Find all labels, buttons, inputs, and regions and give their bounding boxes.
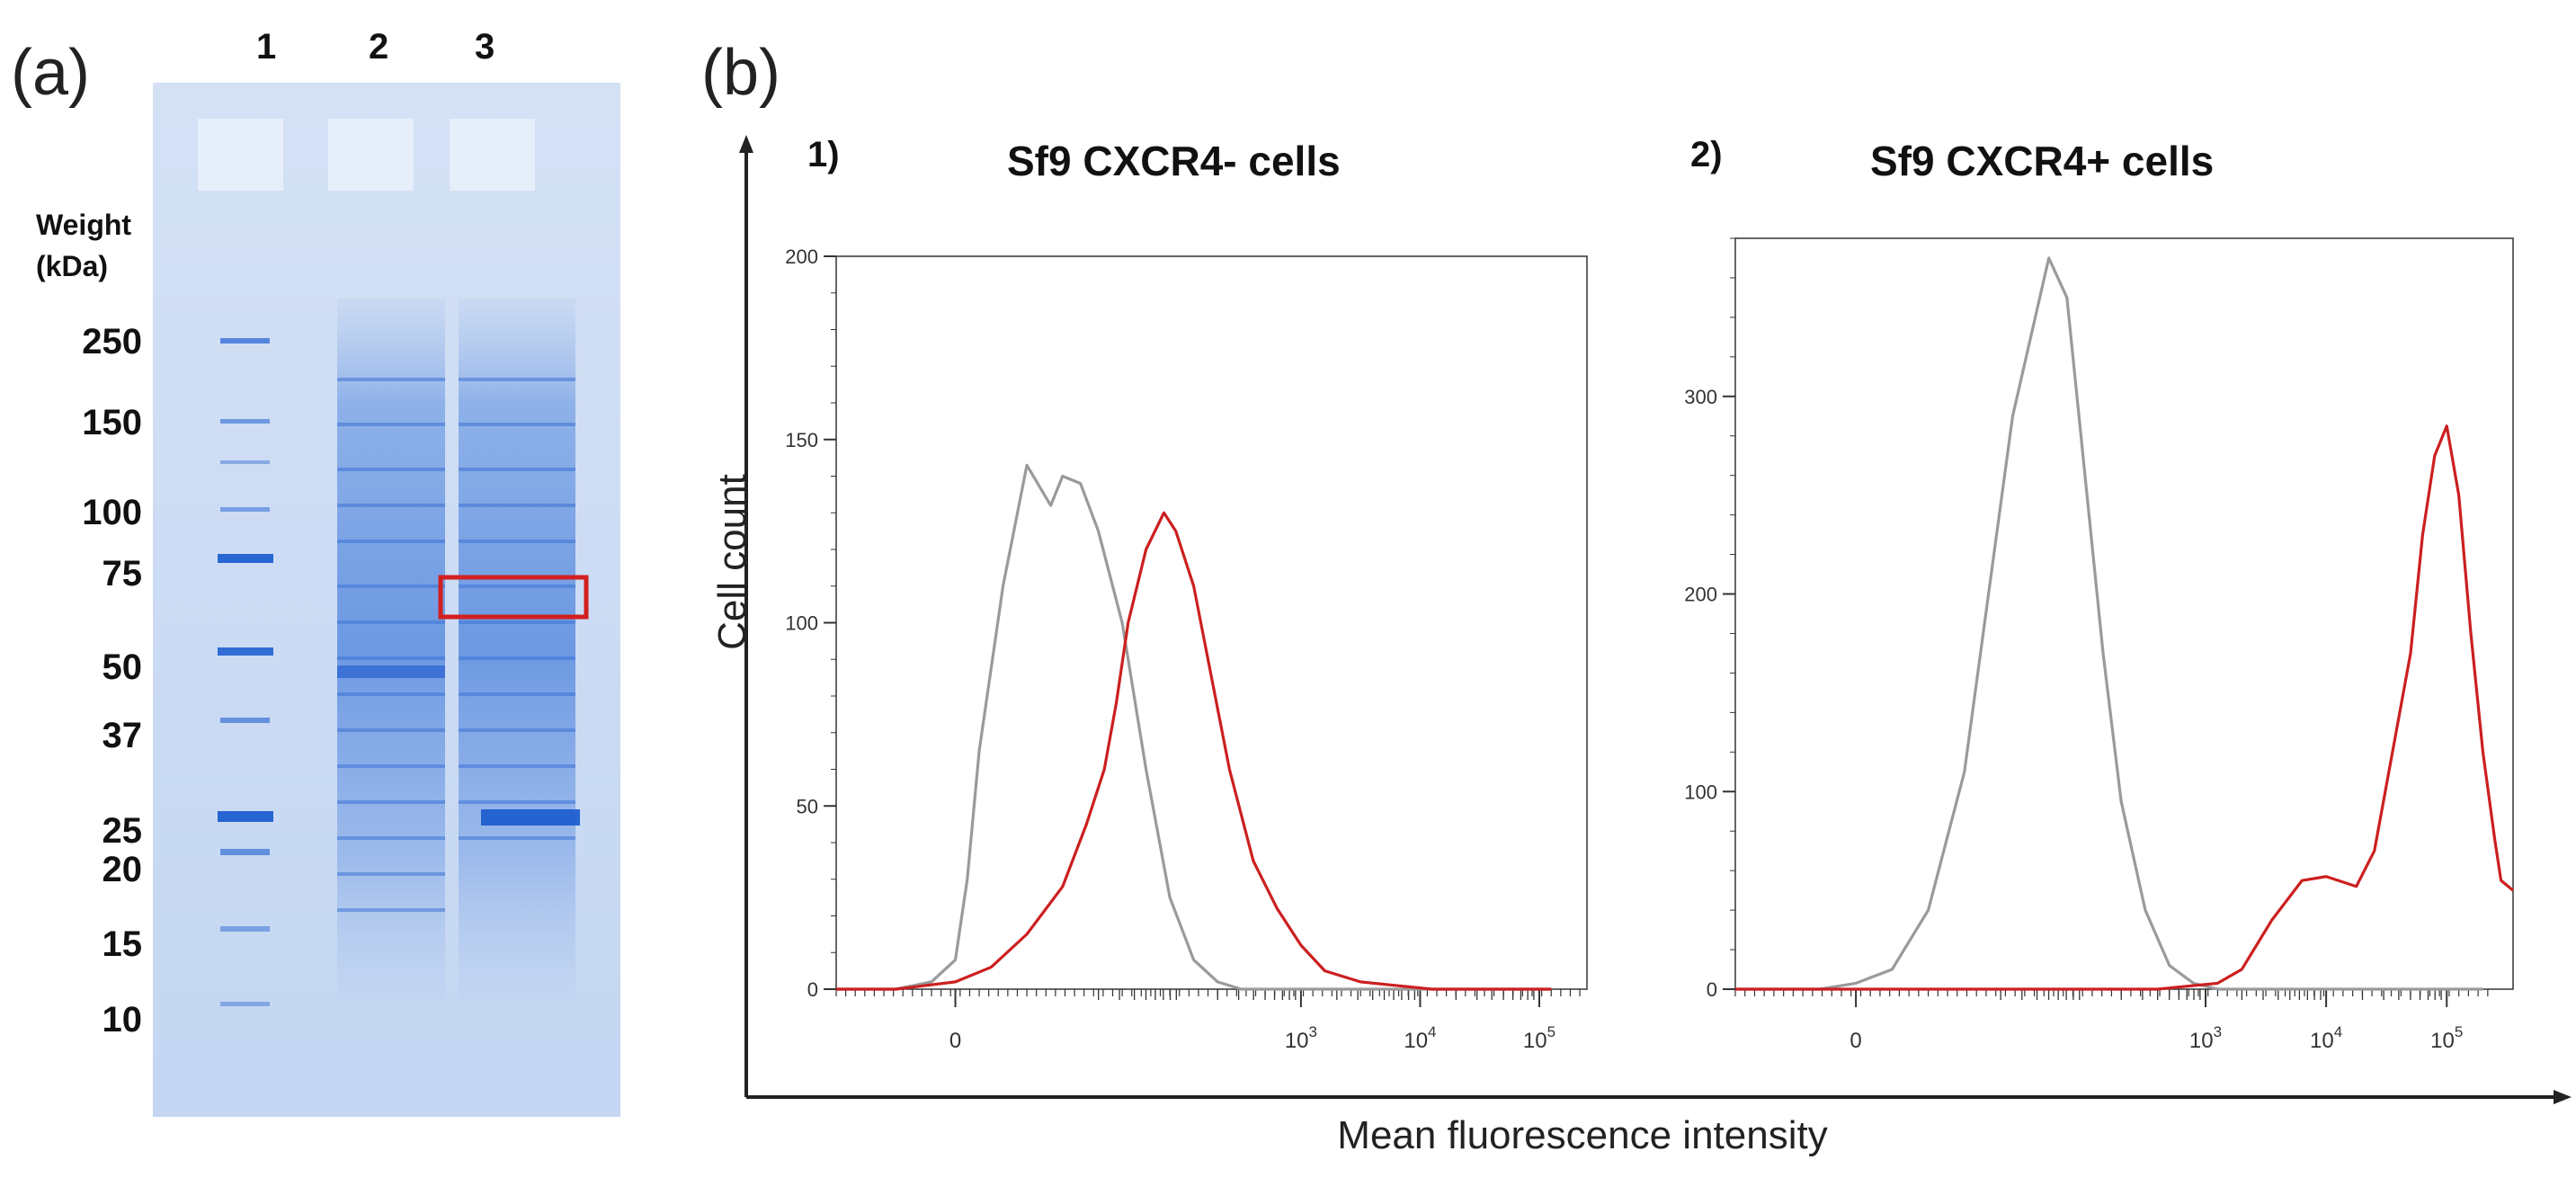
y-tick-label: 100 bbox=[785, 612, 818, 635]
gel-lane-2-smear bbox=[337, 299, 445, 1000]
series-line-control bbox=[836, 463, 1552, 991]
series-line-stained bbox=[1735, 424, 2515, 991]
plot-frame bbox=[835, 255, 1588, 990]
x-tick-label: 0 bbox=[949, 1029, 961, 1053]
series-line-stained bbox=[836, 511, 1552, 991]
marker-label-75: 75 bbox=[102, 554, 143, 594]
marker-label-10: 10 bbox=[102, 1000, 143, 1040]
x-tick-label: 104 bbox=[1404, 1023, 1436, 1053]
gel-well-1 bbox=[198, 119, 283, 191]
weight-title: Weight bbox=[36, 209, 132, 241]
x-tick-label: 104 bbox=[2310, 1023, 2342, 1053]
marker-label-150: 150 bbox=[82, 403, 142, 442]
gel-highlight-box bbox=[438, 575, 589, 620]
plot2-chart: 0 100 200 300 0 103 104 105 bbox=[1684, 237, 2515, 1053]
gel-marker-bands bbox=[218, 338, 273, 1006]
y-tick-label: 50 bbox=[797, 795, 818, 817]
marker-label-37: 37 bbox=[102, 716, 143, 755]
gel-lane-3-strong-band bbox=[481, 809, 580, 826]
gel-image bbox=[153, 83, 620, 1117]
lane-label-1: 1 bbox=[256, 27, 277, 67]
weight-unit: (kDa) bbox=[36, 250, 109, 282]
lane-label-2: 2 bbox=[369, 27, 389, 67]
marker-label-50: 50 bbox=[102, 647, 143, 687]
x-tick-label: 105 bbox=[1523, 1023, 1555, 1053]
plot1-title: Sf9 CXCR4- cells bbox=[1007, 138, 1341, 184]
x-tick-label: 105 bbox=[2430, 1023, 2463, 1053]
plot2-number: 2) bbox=[1690, 135, 1723, 174]
panel-a-label: (a) bbox=[11, 37, 90, 109]
y-tick-label: 150 bbox=[785, 429, 818, 451]
y-tick-label: 200 bbox=[785, 245, 818, 268]
plot2-title: Sf9 CXCR4+ cells bbox=[1870, 138, 2215, 184]
marker-label-100: 100 bbox=[82, 493, 142, 532]
y-tick-label: 300 bbox=[1684, 386, 1717, 408]
y-tick-label: 100 bbox=[1684, 781, 1717, 803]
gel-well-2 bbox=[328, 119, 414, 191]
marker-label-25: 25 bbox=[102, 811, 143, 851]
marker-label-20: 20 bbox=[102, 850, 143, 889]
gel-lane-2-bands bbox=[337, 378, 445, 912]
gel-lane-3-bands bbox=[459, 378, 575, 840]
plot1-chart: 0 50 100 150 200 0 103 104 105 bbox=[785, 245, 1588, 1053]
panel-b-label: (b) bbox=[701, 37, 780, 109]
marker-label-250: 250 bbox=[82, 322, 142, 361]
y-tick-label: 0 bbox=[1707, 978, 1717, 1001]
plot1-number: 1) bbox=[807, 135, 840, 174]
gel-lane-3-smear bbox=[459, 299, 575, 1000]
panel-b-frame bbox=[739, 135, 2572, 1104]
lane-label-3: 3 bbox=[475, 27, 495, 67]
y-tick-label: 200 bbox=[1684, 584, 1717, 606]
x-tick-label: 0 bbox=[1850, 1029, 1861, 1053]
gel-lane-2-strong-band bbox=[337, 665, 445, 678]
plot-frame bbox=[1734, 237, 2514, 990]
marker-label-15: 15 bbox=[102, 924, 143, 964]
x-axis-title: Mean fluorescence intensity bbox=[1337, 1113, 1828, 1157]
series-line-control bbox=[1735, 256, 2483, 991]
gel-well-3 bbox=[450, 119, 535, 191]
x-tick-label: 103 bbox=[1285, 1023, 1317, 1053]
x-tick-label: 103 bbox=[2189, 1023, 2222, 1053]
y-tick-label: 0 bbox=[807, 978, 818, 1001]
